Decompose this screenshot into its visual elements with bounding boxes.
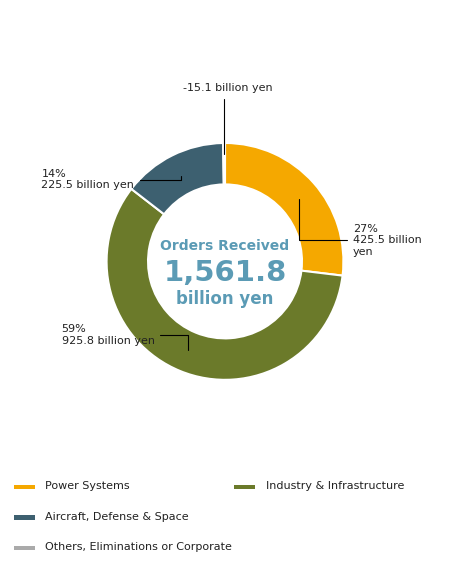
Text: Power Systems: Power Systems — [45, 481, 130, 491]
Circle shape — [148, 185, 302, 338]
Text: 27%
425.5 billion
yen: 27% 425.5 billion yen — [298, 199, 422, 257]
FancyBboxPatch shape — [14, 515, 35, 520]
FancyBboxPatch shape — [14, 546, 35, 551]
FancyBboxPatch shape — [234, 484, 255, 490]
Wedge shape — [131, 143, 224, 215]
Wedge shape — [223, 143, 225, 185]
Text: Industry & Infrastructure: Industry & Infrastructure — [266, 481, 404, 491]
Wedge shape — [225, 143, 343, 276]
Text: 14%
225.5 billion yen: 14% 225.5 billion yen — [41, 169, 181, 190]
Text: 59%
925.8 billion yen: 59% 925.8 billion yen — [62, 324, 188, 350]
Text: 1,561.8: 1,561.8 — [163, 259, 287, 288]
Text: billion yen: billion yen — [176, 290, 274, 308]
FancyBboxPatch shape — [14, 484, 35, 490]
Wedge shape — [107, 189, 342, 380]
Text: Orders Received: Orders Received — [161, 239, 289, 253]
Text: Others, Eliminations or Corporate: Others, Eliminations or Corporate — [45, 542, 232, 552]
Text: -15.1 billion yen: -15.1 billion yen — [183, 83, 272, 155]
Text: Aircraft, Defense & Space: Aircraft, Defense & Space — [45, 512, 189, 521]
